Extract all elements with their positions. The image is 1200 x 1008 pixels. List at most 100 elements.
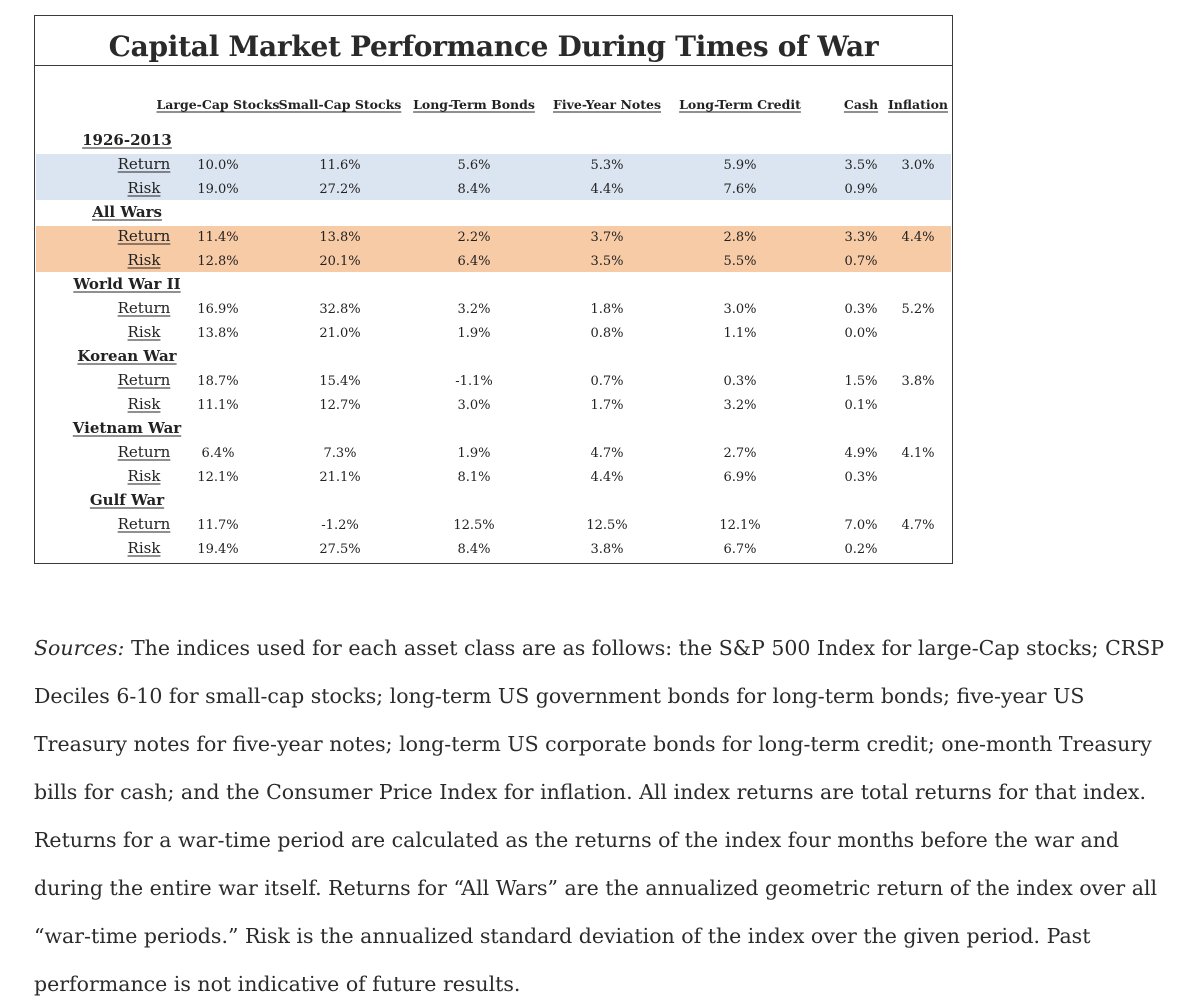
table-cell: 7.3%: [323, 446, 356, 461]
table-cell: 3.0%: [901, 158, 934, 173]
table-cell: 16.9%: [197, 302, 238, 317]
table-cell: 19.0%: [197, 182, 238, 197]
table-cell: 11.7%: [197, 518, 238, 533]
table-cell: 12.5%: [453, 518, 494, 533]
table-cell: 4.4%: [590, 182, 623, 197]
sources-label: Sources:: [34, 635, 125, 660]
column-header: Small-Cap Stocks: [279, 97, 402, 112]
table-cell: 13.8%: [197, 326, 238, 341]
table-cell: 13.8%: [319, 230, 360, 245]
table-cell: 5.9%: [723, 158, 756, 173]
table-cell: 21.0%: [319, 326, 360, 341]
table-cell: 0.1%: [844, 398, 877, 413]
table-cell: 32.8%: [319, 302, 360, 317]
row-label: Risk: [128, 251, 162, 269]
table-cell: 3.8%: [590, 542, 623, 557]
table-cell: 12.1%: [719, 518, 760, 533]
table-cell: 4.1%: [901, 446, 934, 461]
table-cell: 12.1%: [197, 470, 238, 485]
table-cell: 27.2%: [319, 182, 360, 197]
table-cell: 0.3%: [844, 302, 877, 317]
table-cell: 2.7%: [723, 446, 756, 461]
table-cell: 19.4%: [197, 542, 238, 557]
table-cell: 8.1%: [457, 470, 490, 485]
table-cell: 6.7%: [723, 542, 756, 557]
table-cell: 0.7%: [590, 374, 623, 389]
table-cell: 6.4%: [201, 446, 234, 461]
table-cell: 4.9%: [844, 446, 877, 461]
column-header: Cash: [844, 97, 878, 112]
table-cell: 0.0%: [844, 326, 877, 341]
group-label: 1926-2013: [82, 131, 172, 149]
table-cell: 6.9%: [723, 470, 756, 485]
group-highlight-band: [36, 154, 951, 200]
table-cell: 4.4%: [901, 230, 934, 245]
table-cell: 8.4%: [457, 542, 490, 557]
table-cell: 7.6%: [723, 182, 756, 197]
table-cell: 3.8%: [901, 374, 934, 389]
table-cell: 0.3%: [844, 470, 877, 485]
table-cell: 3.2%: [723, 398, 756, 413]
table-cell: 1.9%: [457, 446, 490, 461]
group-label: Vietnam War: [72, 419, 183, 437]
group-label: Korean War: [77, 347, 177, 365]
table-cell: 7.0%: [844, 518, 877, 533]
table-cell: 3.0%: [457, 398, 490, 413]
table-cell: 0.9%: [844, 182, 877, 197]
table-cell: 1.7%: [590, 398, 623, 413]
table-cell: 0.2%: [844, 542, 877, 557]
table-cell: 11.6%: [319, 158, 360, 173]
performance-table: Large-Cap Stocks Small-Cap Stocks Long-Ter…: [36, 97, 951, 557]
row-label: Return: [118, 299, 171, 317]
table-cell: 3.0%: [723, 302, 756, 317]
table-cell: 0.7%: [844, 254, 877, 269]
row-label: Risk: [128, 539, 162, 557]
row-label: Risk: [128, 467, 162, 485]
table-cell: 4.4%: [590, 470, 623, 485]
table-cell: 1.8%: [590, 302, 623, 317]
table-cell: 11.1%: [197, 398, 238, 413]
table-cell: 27.5%: [319, 542, 360, 557]
table-cell: 1.1%: [723, 326, 756, 341]
row-label: Return: [118, 443, 171, 461]
chart-frame: Capital Market Performance During Times …: [34, 15, 953, 564]
group-label: World War II: [72, 275, 180, 293]
table-cell: 15.4%: [319, 374, 360, 389]
sources-note: Sources: The indices used for each asset…: [34, 624, 1174, 1008]
table-cell: 21.1%: [319, 470, 360, 485]
table-cell: 4.7%: [590, 446, 623, 461]
table-cell: 0.3%: [723, 374, 756, 389]
table-cell: 12.8%: [197, 254, 238, 269]
table-cell: 3.5%: [844, 158, 877, 173]
table-cell: 3.2%: [457, 302, 490, 317]
table-cell: 1.5%: [844, 374, 877, 389]
sources-text: The indices used for each asset class ar…: [34, 635, 1165, 996]
group-label: All Wars: [91, 203, 162, 221]
table-cell: -1.1%: [455, 374, 492, 389]
column-header: Five-Year Notes: [553, 97, 661, 112]
table-cell: 12.5%: [586, 518, 627, 533]
row-label: Risk: [128, 323, 162, 341]
table-cell: 5.2%: [901, 302, 934, 317]
table-cell: -1.2%: [321, 518, 358, 533]
table-cell: 4.7%: [901, 518, 934, 533]
row-label: Risk: [128, 179, 162, 197]
table-cell: 20.1%: [319, 254, 360, 269]
table-cell: 3.3%: [844, 230, 877, 245]
row-label: Return: [118, 155, 171, 173]
table-cell: 6.4%: [457, 254, 490, 269]
table-cell: 1.9%: [457, 326, 490, 341]
chart-title: Capital Market Performance During Times …: [108, 30, 879, 63]
table-cell: 3.7%: [590, 230, 623, 245]
table-cell: 8.4%: [457, 182, 490, 197]
row-label: Return: [118, 515, 171, 533]
table-cell: 0.8%: [590, 326, 623, 341]
column-header: Long-Term Bonds: [413, 97, 535, 112]
row-label: Risk: [128, 395, 162, 413]
title-divider: [35, 65, 952, 66]
column-header: Inflation: [888, 97, 948, 112]
row-label: Return: [118, 227, 171, 245]
table-cell: 12.7%: [319, 398, 360, 413]
table-cell: 18.7%: [197, 374, 238, 389]
column-header: Long-Term Credit: [679, 97, 801, 112]
